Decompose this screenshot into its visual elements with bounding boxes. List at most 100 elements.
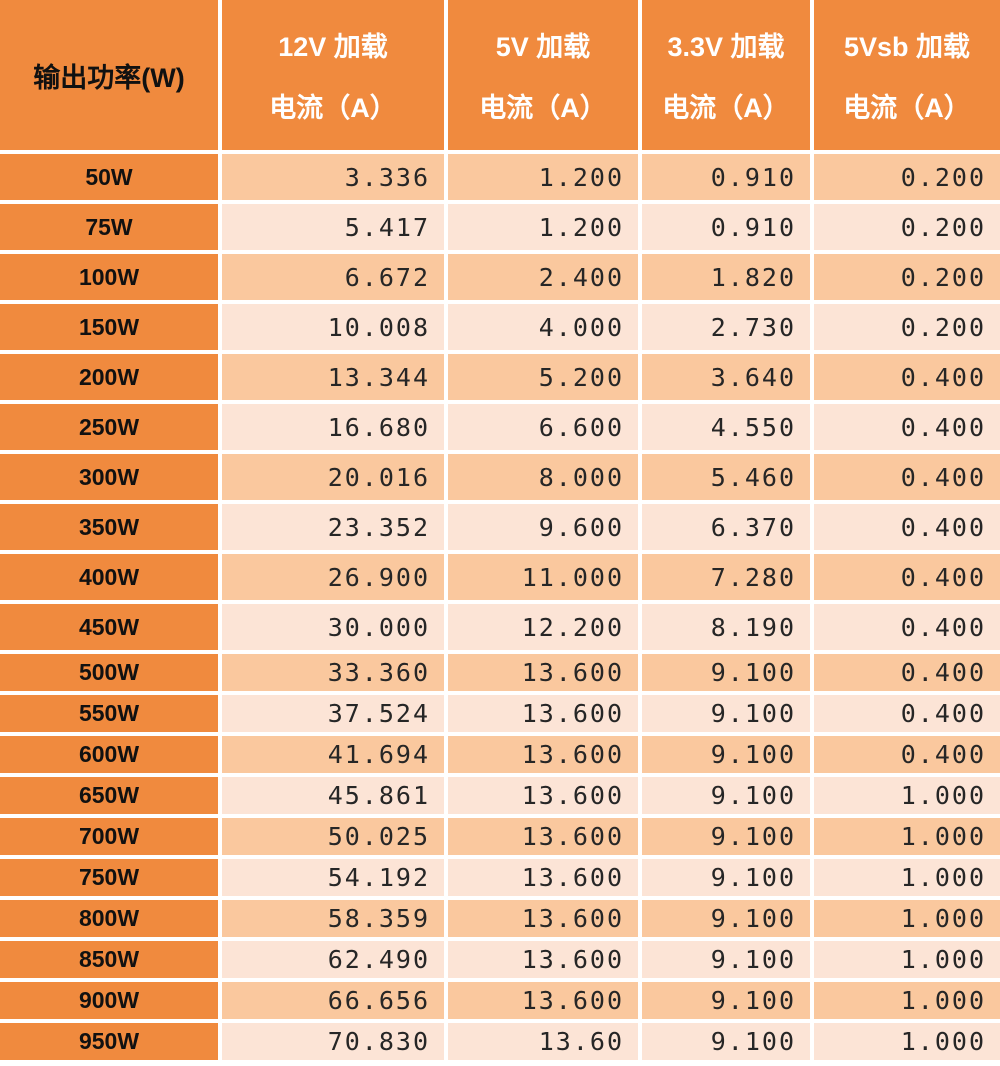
value-cell: 3.336 [222, 154, 444, 200]
column-header-5vsb: 5Vsb 加载 电流（A） [814, 0, 1000, 150]
table-row: 400W 26.900 11.000 7.280 0.400 [0, 554, 1000, 600]
value-cell: 9.100 [642, 900, 810, 937]
column-header-12v-line1: 12V 加载 [278, 32, 388, 62]
value-cell: 1.000 [814, 941, 1000, 978]
value-cell: 54.192 [222, 859, 444, 896]
value-cell: 16.680 [222, 404, 444, 450]
value-cell: 1.000 [814, 982, 1000, 1019]
value-cell: 20.016 [222, 454, 444, 500]
column-header-5v-line1: 5V 加载 [495, 32, 591, 62]
row-label: 800W [0, 900, 218, 937]
column-header-5vsb-line1: 5Vsb 加载 [843, 32, 971, 62]
table-header-row: 输出功率(W) 12V 加载 电流（A） 5V 加载 电流（A） 3.3V 加载… [0, 0, 1000, 150]
value-cell: 37.524 [222, 695, 444, 732]
row-label: 50W [0, 154, 218, 200]
table-row: 100W 6.672 2.400 1.820 0.200 [0, 254, 1000, 300]
value-cell: 8.000 [448, 454, 638, 500]
value-cell: 1.820 [642, 254, 810, 300]
value-cell: 9.100 [642, 818, 810, 855]
row-label: 650W [0, 777, 218, 814]
value-cell: 0.200 [814, 304, 1000, 350]
column-header-3v3-line2: 电流（A） [662, 93, 790, 123]
column-header-output-power: 输出功率(W) [0, 0, 218, 150]
value-cell: 1.000 [814, 1023, 1000, 1060]
value-cell: 13.600 [448, 654, 638, 691]
table-row: 700W 50.025 13.600 9.100 1.000 [0, 818, 1000, 855]
value-cell: 9.100 [642, 736, 810, 773]
value-cell: 0.400 [814, 604, 1000, 650]
value-cell: 9.100 [642, 777, 810, 814]
table-row: 250W 16.680 6.600 4.550 0.400 [0, 404, 1000, 450]
value-cell: 6.370 [642, 504, 810, 550]
row-label: 950W [0, 1023, 218, 1060]
value-cell: 0.400 [814, 654, 1000, 691]
value-cell: 5.200 [448, 354, 638, 400]
value-cell: 9.100 [642, 695, 810, 732]
table-row: 600W 41.694 13.600 9.100 0.400 [0, 736, 1000, 773]
row-label: 850W [0, 941, 218, 978]
table-row: 750W 54.192 13.600 9.100 1.000 [0, 859, 1000, 896]
value-cell: 9.100 [642, 982, 810, 1019]
value-cell: 5.460 [642, 454, 810, 500]
value-cell: 13.600 [448, 818, 638, 855]
table-body: 50W 3.336 1.200 0.910 0.200 75W 5.417 1.200 0.91… [0, 154, 1000, 1060]
row-label: 300W [0, 454, 218, 500]
value-cell: 26.900 [222, 554, 444, 600]
value-cell: 45.861 [222, 777, 444, 814]
row-label: 500W [0, 654, 218, 691]
value-cell: 13.344 [222, 354, 444, 400]
row-label: 150W [0, 304, 218, 350]
row-label: 550W [0, 695, 218, 732]
value-cell: 0.400 [814, 504, 1000, 550]
value-cell: 9.100 [642, 654, 810, 691]
column-header-12v-line2: 电流（A） [269, 93, 397, 123]
value-cell: 7.280 [642, 554, 810, 600]
value-cell: 13.600 [448, 941, 638, 978]
value-cell: 23.352 [222, 504, 444, 550]
value-cell: 9.100 [642, 941, 810, 978]
value-cell: 0.400 [814, 736, 1000, 773]
value-cell: 10.008 [222, 304, 444, 350]
table-row: 150W 10.008 4.000 2.730 0.200 [0, 304, 1000, 350]
table-row: 75W 5.417 1.200 0.910 0.200 [0, 204, 1000, 250]
table-row: 200W 13.344 5.200 3.640 0.400 [0, 354, 1000, 400]
table-row: 950W 70.830 13.60 9.100 1.000 [0, 1023, 1000, 1060]
value-cell: 6.600 [448, 404, 638, 450]
row-label: 600W [0, 736, 218, 773]
value-cell: 0.400 [814, 454, 1000, 500]
row-label: 900W [0, 982, 218, 1019]
value-cell: 1.200 [448, 154, 638, 200]
column-header-3v3-line1: 3.3V 加载 [667, 32, 785, 62]
value-cell: 13.60 [448, 1023, 638, 1060]
value-cell: 41.694 [222, 736, 444, 773]
row-label: 100W [0, 254, 218, 300]
value-cell: 4.000 [448, 304, 638, 350]
table-row: 500W 33.360 13.600 9.100 0.400 [0, 654, 1000, 691]
value-cell: 1.000 [814, 777, 1000, 814]
value-cell: 0.200 [814, 254, 1000, 300]
row-label: 75W [0, 204, 218, 250]
value-cell: 0.200 [814, 154, 1000, 200]
value-cell: 0.400 [814, 695, 1000, 732]
value-cell: 4.550 [642, 404, 810, 450]
value-cell: 0.400 [814, 554, 1000, 600]
row-label: 450W [0, 604, 218, 650]
value-cell: 1.000 [814, 859, 1000, 896]
table-row: 650W 45.861 13.600 9.100 1.000 [0, 777, 1000, 814]
value-cell: 8.190 [642, 604, 810, 650]
column-header-3v3: 3.3V 加载 电流（A） [642, 0, 810, 150]
table-row: 900W 66.656 13.600 9.100 1.000 [0, 982, 1000, 1019]
column-header-12v: 12V 加载 电流（A） [222, 0, 444, 150]
table-row: 550W 37.524 13.600 9.100 0.400 [0, 695, 1000, 732]
table-row: 50W 3.336 1.200 0.910 0.200 [0, 154, 1000, 200]
value-cell: 13.600 [448, 900, 638, 937]
value-cell: 62.490 [222, 941, 444, 978]
row-label: 750W [0, 859, 218, 896]
value-cell: 0.200 [814, 204, 1000, 250]
value-cell: 33.360 [222, 654, 444, 691]
value-cell: 13.600 [448, 695, 638, 732]
row-label: 700W [0, 818, 218, 855]
value-cell: 13.600 [448, 982, 638, 1019]
value-cell: 2.400 [448, 254, 638, 300]
